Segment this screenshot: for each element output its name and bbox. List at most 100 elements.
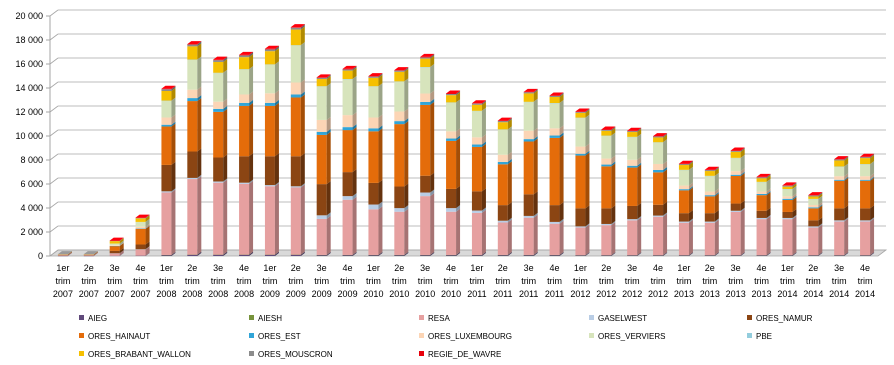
bar-segment [316,131,331,185]
bar-side [300,251,305,255]
bar-side [559,100,564,129]
bar-segment [213,58,228,73]
bar-segment [239,66,254,70]
bar-front [601,208,612,224]
bar-side [688,160,693,165]
bar-side [378,74,383,87]
bar-front [161,126,172,165]
bar-side [481,207,486,213]
bar-segment [239,153,254,183]
bar-segment [575,143,590,154]
bar-side [378,251,383,256]
bar-side [93,252,98,256]
bar-top [394,67,409,71]
x-tick-label: trim [495,276,510,286]
bar-segment [627,252,642,256]
bar-front [549,95,560,97]
bar-segment [109,250,124,256]
bar-top [446,90,461,94]
bar-segment [549,92,564,96]
bar-side [197,41,202,47]
bar-side [352,196,357,255]
bar-top [368,73,383,77]
bar-segment [653,169,668,205]
bar-segment [239,66,254,95]
legend-label: RESA [428,314,450,323]
bar-segment [161,251,176,256]
bar-segment [730,252,745,256]
bar-side [119,238,124,244]
bar-segment [342,112,357,128]
bar-front [420,67,431,94]
bar-segment [860,218,875,256]
bar-front [834,166,845,177]
bar-segment [394,108,409,122]
bar-side [456,91,461,96]
bar-side [559,92,564,97]
bar-segment [264,102,279,157]
bar-front [678,169,689,186]
bar-segment [834,218,849,256]
bar-side [792,195,797,200]
bar-side [430,98,435,105]
bar-front [471,103,482,105]
bar-side [249,153,254,183]
bar-side [404,78,409,112]
bar-top [420,53,435,57]
bar-front [264,51,275,65]
x-tick-label: 3e [317,263,327,273]
x-tick-label: trim [651,276,666,286]
bar-front [342,70,353,79]
bar-front [678,255,689,256]
bar-segment [187,56,202,60]
bar-front [808,226,819,228]
bar-front [678,189,689,191]
bar-front [808,255,819,256]
bar-segment [523,89,538,94]
bar-front [549,255,560,256]
bar-side [326,131,331,185]
bar-segment [290,184,305,255]
bar-side [326,74,331,78]
y-tick-label: 12 000 [15,107,43,117]
bar-segment [342,76,357,116]
bar-side [171,189,176,255]
bar-side [766,207,771,218]
bar-side [197,251,202,255]
bar-side [740,171,745,176]
bar-front [446,102,457,132]
bar-front [782,185,793,187]
bar-side [93,252,98,256]
bar-side [145,214,150,219]
bar-side [223,58,228,73]
bar-side [507,118,512,123]
bar-segment [601,161,616,167]
bar-front [497,222,508,255]
x-tick-label: 2011 [519,289,538,299]
bar-front [834,220,845,222]
bar-side [430,90,435,102]
bar-side [223,179,228,255]
bar-segment [756,173,771,178]
bar-side [844,176,849,181]
bar-front [782,186,793,190]
bar-top [808,192,823,196]
bar-segment [756,207,771,218]
bar-front [808,196,819,199]
legend-item: PBE [747,332,772,341]
bar-segment [316,83,331,87]
bar-segment [575,109,590,118]
bar-front [187,98,198,102]
bar-segment [187,176,202,255]
bar-side [93,251,98,255]
bar-side [197,56,202,90]
bar-front [730,151,741,158]
bar-segment [83,251,98,255]
bar-side [792,214,797,220]
bar-side [818,192,823,197]
bar-side [378,206,383,255]
bar-segment [549,132,564,138]
bar-front [627,167,638,206]
bar-segment [730,208,745,256]
bar-segment [83,252,98,256]
